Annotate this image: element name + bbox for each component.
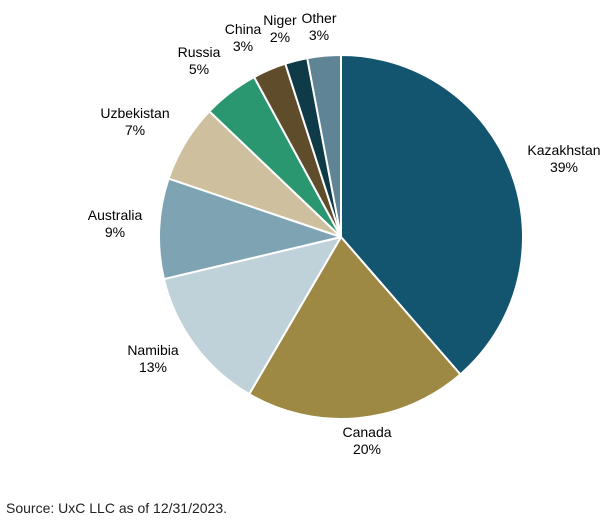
slice-label-other: Other 3% [301, 10, 336, 43]
slice-labels: Kazakhstan 39% Canada 20% Namibia 13% Australi… [88, 10, 601, 457]
slice-label-uzbekistan: Uzbekistan 7% [100, 105, 169, 138]
pie-slice-namibia [162, 236, 342, 396]
slice-label-china: China 3% [225, 21, 262, 54]
slice-label-kazakhstan: Kazakhstan 39% [527, 142, 600, 175]
pie-slices [158, 54, 524, 420]
slice-label-australia: Australia 9% [88, 207, 143, 240]
pie-slice-other [306, 54, 342, 238]
slice-label-russia: Russia 5% [178, 44, 221, 77]
slice-label-canada: Canada 20% [342, 424, 391, 457]
source-note: Source: UxC LLC as of 12/31/2023. [6, 500, 228, 516]
slice-label-namibia: Namibia 13% [127, 342, 179, 375]
pie-slice-kazakhstan [340, 54, 524, 376]
pie-slice-canada [248, 236, 462, 420]
pie-slice-australia [158, 177, 342, 281]
slice-label-niger: Niger 2% [263, 12, 297, 45]
